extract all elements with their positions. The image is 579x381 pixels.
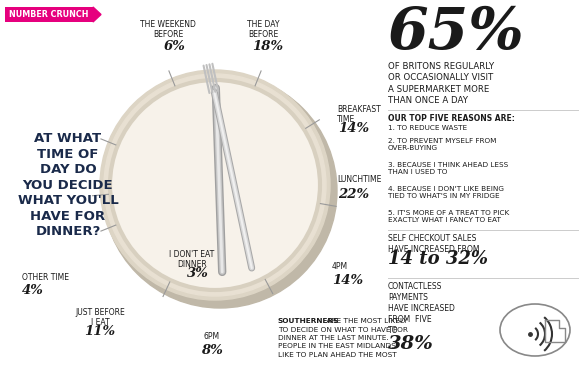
Text: 11%: 11% [85, 325, 116, 338]
Text: 4. BECAUSE I DON'T LIKE BEING
TIED TO WHAT'S IN MY FRIDGE: 4. BECAUSE I DON'T LIKE BEING TIED TO WH… [388, 186, 504, 199]
Text: 5. IT'S MORE OF A TREAT TO PICK
EXACTLY WHAT I FANCY TO EAT: 5. IT'S MORE OF A TREAT TO PICK EXACTLY … [388, 210, 510, 223]
Text: NUMBER CRUNCH: NUMBER CRUNCH [9, 10, 89, 19]
Text: 3. BECAUSE I THINK AHEAD LESS
THAN I USED TO: 3. BECAUSE I THINK AHEAD LESS THAN I USE… [388, 162, 508, 175]
Text: 1. TO REDUCE WASTE: 1. TO REDUCE WASTE [388, 125, 467, 131]
Text: 14 to 32%: 14 to 32% [388, 250, 488, 268]
FancyBboxPatch shape [5, 7, 93, 22]
Text: SELF CHECKOUT SALES
HAVE INCREASED FROM: SELF CHECKOUT SALES HAVE INCREASED FROM [388, 234, 479, 254]
Text: THE WEEKEND
BEFORE: THE WEEKEND BEFORE [140, 20, 196, 39]
Circle shape [104, 74, 326, 296]
Text: SOUTHERNERS: SOUTHERNERS [278, 318, 339, 324]
Text: 6PM: 6PM [204, 332, 220, 341]
Text: OTHER TIME: OTHER TIME [22, 273, 69, 282]
Text: 22%: 22% [338, 188, 369, 201]
Text: CONTACTLESS
PAYMENTS
HAVE INCREASED
FROM  FIVE
TO: CONTACTLESS PAYMENTS HAVE INCREASED FROM… [388, 282, 455, 335]
Text: LIKE TO PLAN AHEAD THE MOST: LIKE TO PLAN AHEAD THE MOST [278, 352, 397, 358]
Text: 18%: 18% [252, 40, 284, 53]
Text: ARE THE MOST LIKELY: ARE THE MOST LIKELY [324, 318, 408, 324]
Text: DINNER AT THE LAST MINUTE.: DINNER AT THE LAST MINUTE. [278, 335, 389, 341]
Text: 8%: 8% [201, 344, 223, 357]
Text: 6%: 6% [164, 40, 186, 53]
Text: 14%: 14% [332, 274, 363, 287]
Text: BREAKFAST
TIME: BREAKFAST TIME [337, 105, 381, 125]
Text: 4%: 4% [22, 284, 44, 297]
Polygon shape [93, 7, 101, 22]
Text: THE DAY
BEFORE: THE DAY BEFORE [247, 20, 279, 39]
Circle shape [103, 74, 337, 308]
Text: 65%: 65% [388, 5, 525, 61]
Text: JUST BEFORE
I EAT: JUST BEFORE I EAT [75, 308, 125, 327]
Text: AT WHAT
TIME OF
DAY DO
YOU DECIDE
WHAT YOU'LL
HAVE FOR
DINNER?: AT WHAT TIME OF DAY DO YOU DECIDE WHAT Y… [17, 132, 118, 238]
Text: 4PM: 4PM [332, 262, 348, 271]
Text: I DON'T EAT
DINNER: I DON'T EAT DINNER [170, 250, 215, 269]
Text: TO DECIDE ON WHAT TO HAVE FOR: TO DECIDE ON WHAT TO HAVE FOR [278, 327, 408, 333]
Text: OUR TOP FIVE REASONS ARE:: OUR TOP FIVE REASONS ARE: [388, 114, 515, 123]
Text: 3%: 3% [187, 267, 209, 280]
Text: PEOPLE IN THE EAST MIDLANDS: PEOPLE IN THE EAST MIDLANDS [278, 344, 396, 349]
Text: 2. TO PREVENT MYSELF FROM
OVER-BUYING: 2. TO PREVENT MYSELF FROM OVER-BUYING [388, 138, 496, 151]
Text: OF BRITONS REGULARLY
OR OCCASIONALLY VISIT
A SUPERMARKET MORE
THAN ONCE A DAY: OF BRITONS REGULARLY OR OCCASIONALLY VIS… [388, 62, 494, 106]
Text: 14%: 14% [338, 122, 369, 135]
Text: LUNCHTIME: LUNCHTIME [337, 175, 382, 184]
Circle shape [110, 80, 320, 290]
Text: 38%: 38% [388, 335, 434, 353]
Circle shape [100, 70, 330, 300]
